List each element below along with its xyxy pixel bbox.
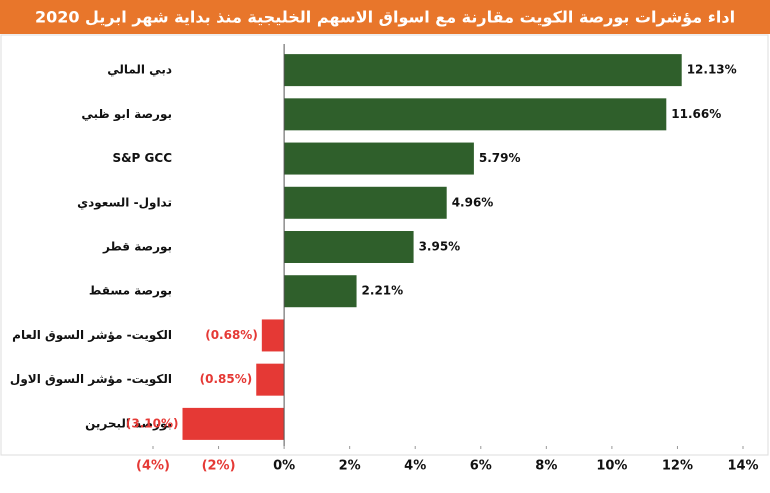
value-label: 2.21% bbox=[362, 284, 404, 298]
x-tick-label: 6% bbox=[470, 459, 492, 474]
bar bbox=[284, 275, 357, 308]
bar bbox=[284, 231, 414, 263]
category-label: تداول- السعودي bbox=[77, 195, 172, 210]
bar bbox=[284, 142, 474, 175]
bar bbox=[284, 186, 447, 219]
plot-frame bbox=[0, 34, 769, 456]
bar bbox=[261, 319, 285, 352]
category-label: بورصة البحرين bbox=[85, 416, 172, 431]
x-tick-label: 10% bbox=[596, 459, 627, 474]
value-label: 4.96% bbox=[452, 195, 494, 209]
value-label: (0.85%) bbox=[200, 372, 253, 386]
category-label: بورصة ابو ظبي bbox=[81, 107, 172, 122]
x-tick-label: 0% bbox=[273, 459, 295, 474]
value-label: 5.79% bbox=[479, 151, 521, 165]
x-tick-label: 4% bbox=[404, 459, 426, 474]
category-label: الكويت- مؤشر السوق الاول bbox=[10, 372, 172, 387]
category-label: الكويت- مؤشر السوق العام bbox=[12, 328, 172, 343]
bar bbox=[256, 363, 285, 396]
bar bbox=[284, 98, 667, 131]
x-tick-label: (2%) bbox=[202, 459, 236, 474]
chart-title: اداء مؤشرات بورصة الكويت مقارنة مع اسواق… bbox=[35, 8, 735, 27]
x-tick-label: 12% bbox=[662, 459, 693, 474]
x-tick-label: 14% bbox=[727, 459, 758, 474]
bar bbox=[284, 54, 682, 87]
title-banner bbox=[0, 0, 770, 34]
x-tick-label: 8% bbox=[535, 459, 557, 474]
value-label: 12.13% bbox=[687, 63, 737, 77]
x-tick-label: (4%) bbox=[136, 459, 170, 474]
category-label: بورصة قطر bbox=[102, 240, 172, 255]
value-label: 11.66% bbox=[671, 107, 721, 121]
category-label: S&P GCC bbox=[112, 151, 172, 165]
category-label: دبي المالي bbox=[107, 63, 172, 77]
bar bbox=[182, 407, 285, 440]
x-tick-label: 2% bbox=[339, 459, 361, 474]
value-label: (3.10%) bbox=[126, 416, 179, 430]
category-label: بورصة مسقط bbox=[89, 284, 172, 299]
value-label: (0.68%) bbox=[205, 328, 258, 342]
value-label: 3.95% bbox=[419, 240, 461, 254]
